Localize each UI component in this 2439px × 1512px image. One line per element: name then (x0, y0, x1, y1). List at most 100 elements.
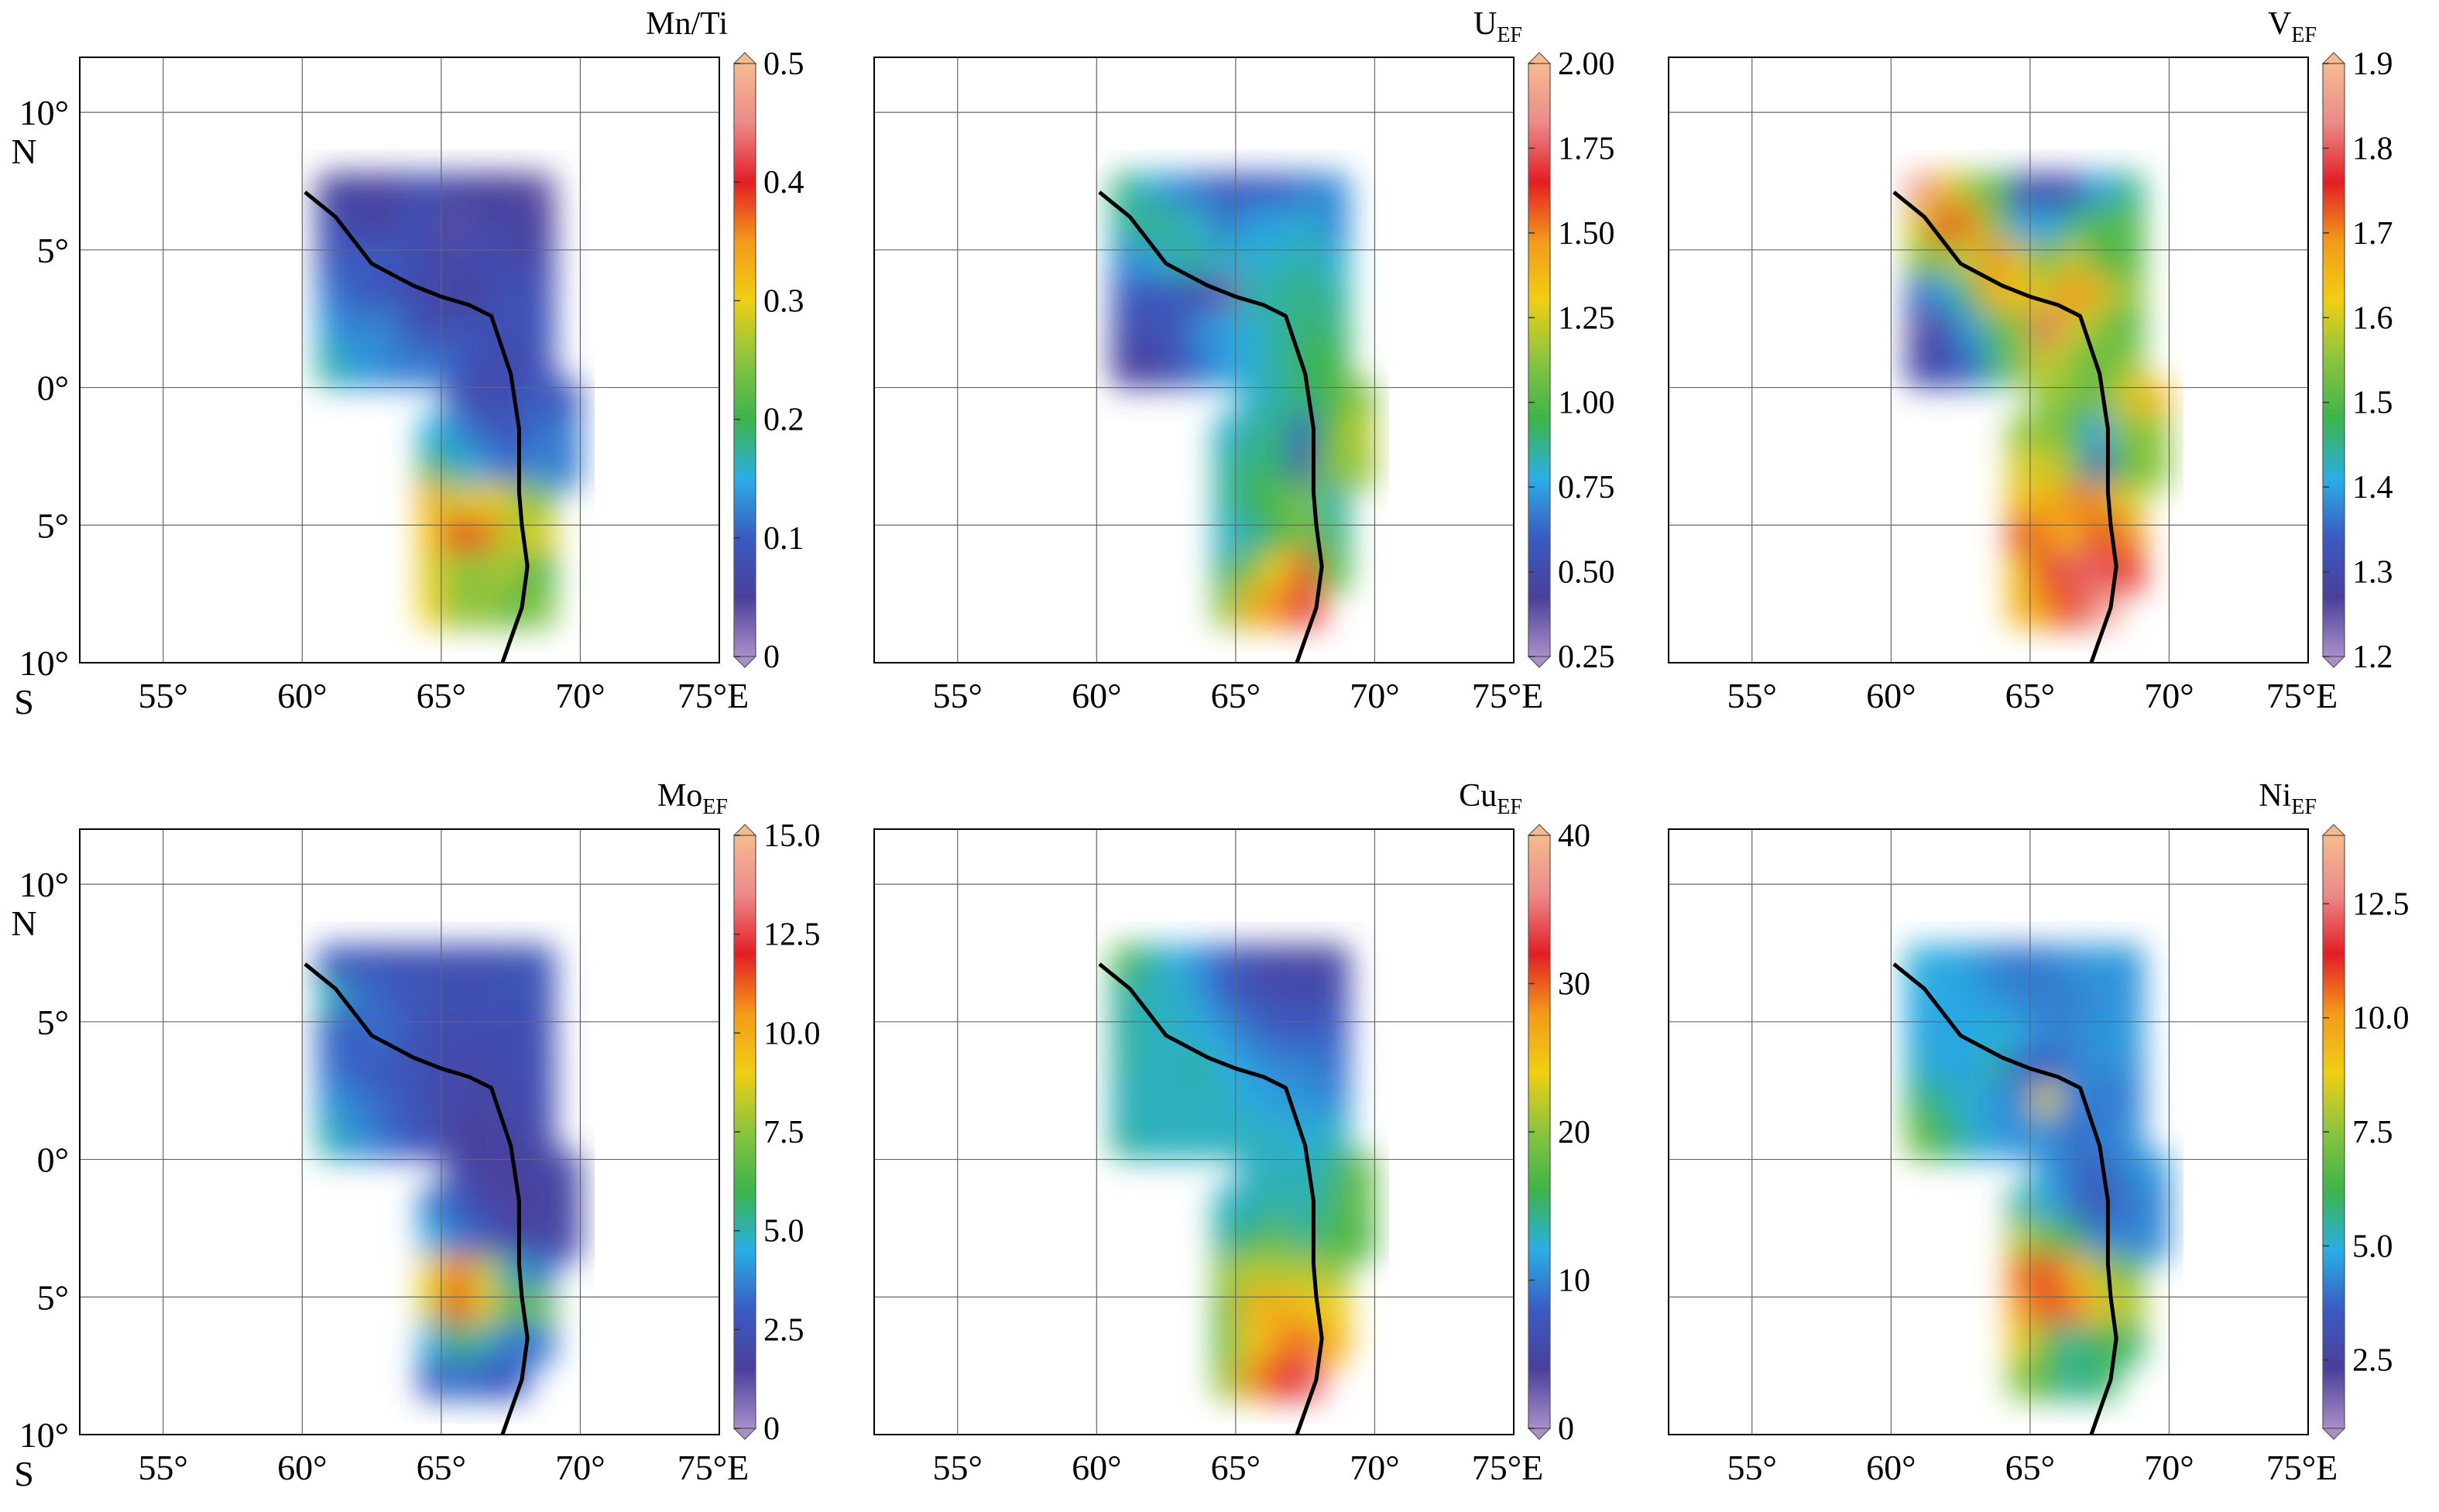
grid-cell (1315, 1287, 1350, 1332)
colorbar-min-arrow (1527, 1428, 1552, 1440)
colorbar-min-arrow (732, 656, 757, 668)
heat-field (1905, 944, 2170, 1401)
colorbar-tick-label: 5.0 (763, 1214, 804, 1250)
grid-cell (520, 585, 556, 629)
grid-cell (2109, 207, 2145, 251)
colorbar-min-arrow (1527, 656, 1552, 668)
colorbar-tick-label: 0 (763, 639, 780, 675)
map-panel-5: 55° 60° 65° 70° 75°E 40 30 20 10 0 CuEF (873, 778, 1590, 1487)
colorbar-tick-label: 1.7 (2352, 216, 2393, 252)
grid-cell (520, 482, 556, 526)
grid-cell (1315, 1013, 1350, 1057)
grid-cell (2135, 379, 2170, 423)
lon-tick-label: 75°E (1472, 1448, 1544, 1487)
grid-cell (520, 275, 556, 320)
grid-cell (495, 1356, 530, 1401)
grid-cell (2135, 413, 2170, 458)
map-panel-2: 55° 60° 65° 70° 75°E 2.00 1.75 1.50 1.25 1.00 0.75… (873, 6, 1615, 715)
colorbar-tick-label: 40 (1558, 818, 1590, 854)
grid-cell (2109, 275, 2145, 320)
lat-tick-label: 5° (37, 1003, 69, 1042)
colorbar-tick-label: 1.4 (2352, 470, 2393, 506)
grid-cell (1340, 1219, 1376, 1263)
colorbar-tick-label: 0 (1558, 1411, 1574, 1447)
colorbar-max-arrow (732, 824, 757, 836)
graticule (80, 57, 719, 663)
colorbar-tick-label: 1.2 (2352, 639, 2393, 675)
grid-cell (2109, 944, 2145, 989)
grid-cell (2109, 241, 2145, 285)
grid-cell (2109, 1253, 2145, 1298)
panel-title: Mn/Ti (646, 6, 728, 42)
grid-cell (520, 172, 556, 217)
colorbar-tick-label: 20 (1558, 1115, 1590, 1150)
lon-tick-label: 65° (417, 676, 466, 715)
grid-cell (2084, 1356, 2119, 1401)
lon-tick-label: 75°E (678, 1448, 750, 1487)
north-label: N (11, 132, 36, 171)
grid-cell (520, 310, 556, 354)
grid-cell (1289, 585, 1325, 629)
colorbar-tick-label: 2.00 (1558, 46, 1615, 82)
south-label: S (14, 682, 34, 722)
colorbar (1528, 63, 1551, 657)
grid-cell (546, 413, 581, 458)
colorbar-tick-label: 0.3 (763, 283, 804, 319)
ridge-line (304, 190, 530, 663)
ridge-line (1892, 190, 2118, 663)
map-frame (1668, 57, 2309, 663)
lat-tick-label: 5° (37, 231, 69, 270)
lon-tick-label: 70° (1350, 1448, 1399, 1487)
grid-cell (2109, 550, 2145, 595)
grid-cell (1315, 1082, 1350, 1126)
grid-cell (2109, 1116, 2145, 1161)
grid-cell (1340, 1185, 1376, 1229)
grid-cell (520, 207, 556, 251)
lon-tick-label: 60° (1072, 1448, 1121, 1487)
map-frame (79, 828, 720, 1435)
grid-cell (1340, 1150, 1376, 1195)
heat-field (316, 172, 581, 629)
lon-tick-label: 55° (933, 1448, 983, 1487)
map-frame (79, 57, 720, 663)
ridge-line (304, 962, 530, 1435)
lat-tick-label: 5° (37, 506, 69, 545)
grid-cell (1315, 1116, 1350, 1161)
colorbar-tick-label: 1.75 (1558, 131, 1615, 166)
colorbar-tick-label: 1.9 (2352, 46, 2393, 82)
colorbar (2322, 63, 2345, 657)
lon-tick-label: 65° (417, 1448, 466, 1487)
lon-tick-label: 65° (2005, 1448, 2055, 1487)
grid-cell (520, 516, 556, 561)
lon-tick-label: 55° (933, 676, 983, 715)
graticule (80, 829, 719, 1435)
colorbar-tick-label: 0 (763, 1411, 780, 1447)
map-frame (1668, 828, 2309, 1435)
lon-tick-label: 55° (1727, 1448, 1777, 1487)
grid-cell (546, 1185, 581, 1229)
grid-cell (1340, 413, 1376, 458)
grid-cell (1315, 1047, 1350, 1092)
graticule (1669, 57, 2308, 663)
colorbar-tick-label: 12.5 (2352, 886, 2410, 922)
grid-cell (2135, 447, 2170, 492)
colorbar-min-arrow (2321, 1428, 2346, 1440)
grid-cell (520, 241, 556, 285)
colorbar-tick-label: 7.5 (2352, 1115, 2393, 1150)
grid-cell (1315, 172, 1350, 217)
colorbar-max-arrow (2321, 824, 2346, 836)
ridge-line (1098, 962, 1324, 1435)
colorbar-tick-label: 1.5 (2352, 386, 2393, 421)
grid-cell (520, 1047, 556, 1092)
lat-tick-label: 5° (37, 1277, 69, 1317)
colorbar-tick-label: 1.8 (2352, 131, 2393, 166)
colorbar-tick-label: 12.5 (763, 917, 821, 953)
grid-cell (2109, 172, 2145, 217)
colorbar-tick-label: 10 (1558, 1263, 1590, 1299)
grid-cell (520, 1082, 556, 1126)
grid-cell (1315, 516, 1350, 561)
grid-cell (2109, 310, 2145, 354)
lon-tick-label: 70° (2144, 676, 2194, 715)
lon-tick-label: 60° (277, 676, 327, 715)
grid-cell (2109, 1322, 2145, 1366)
